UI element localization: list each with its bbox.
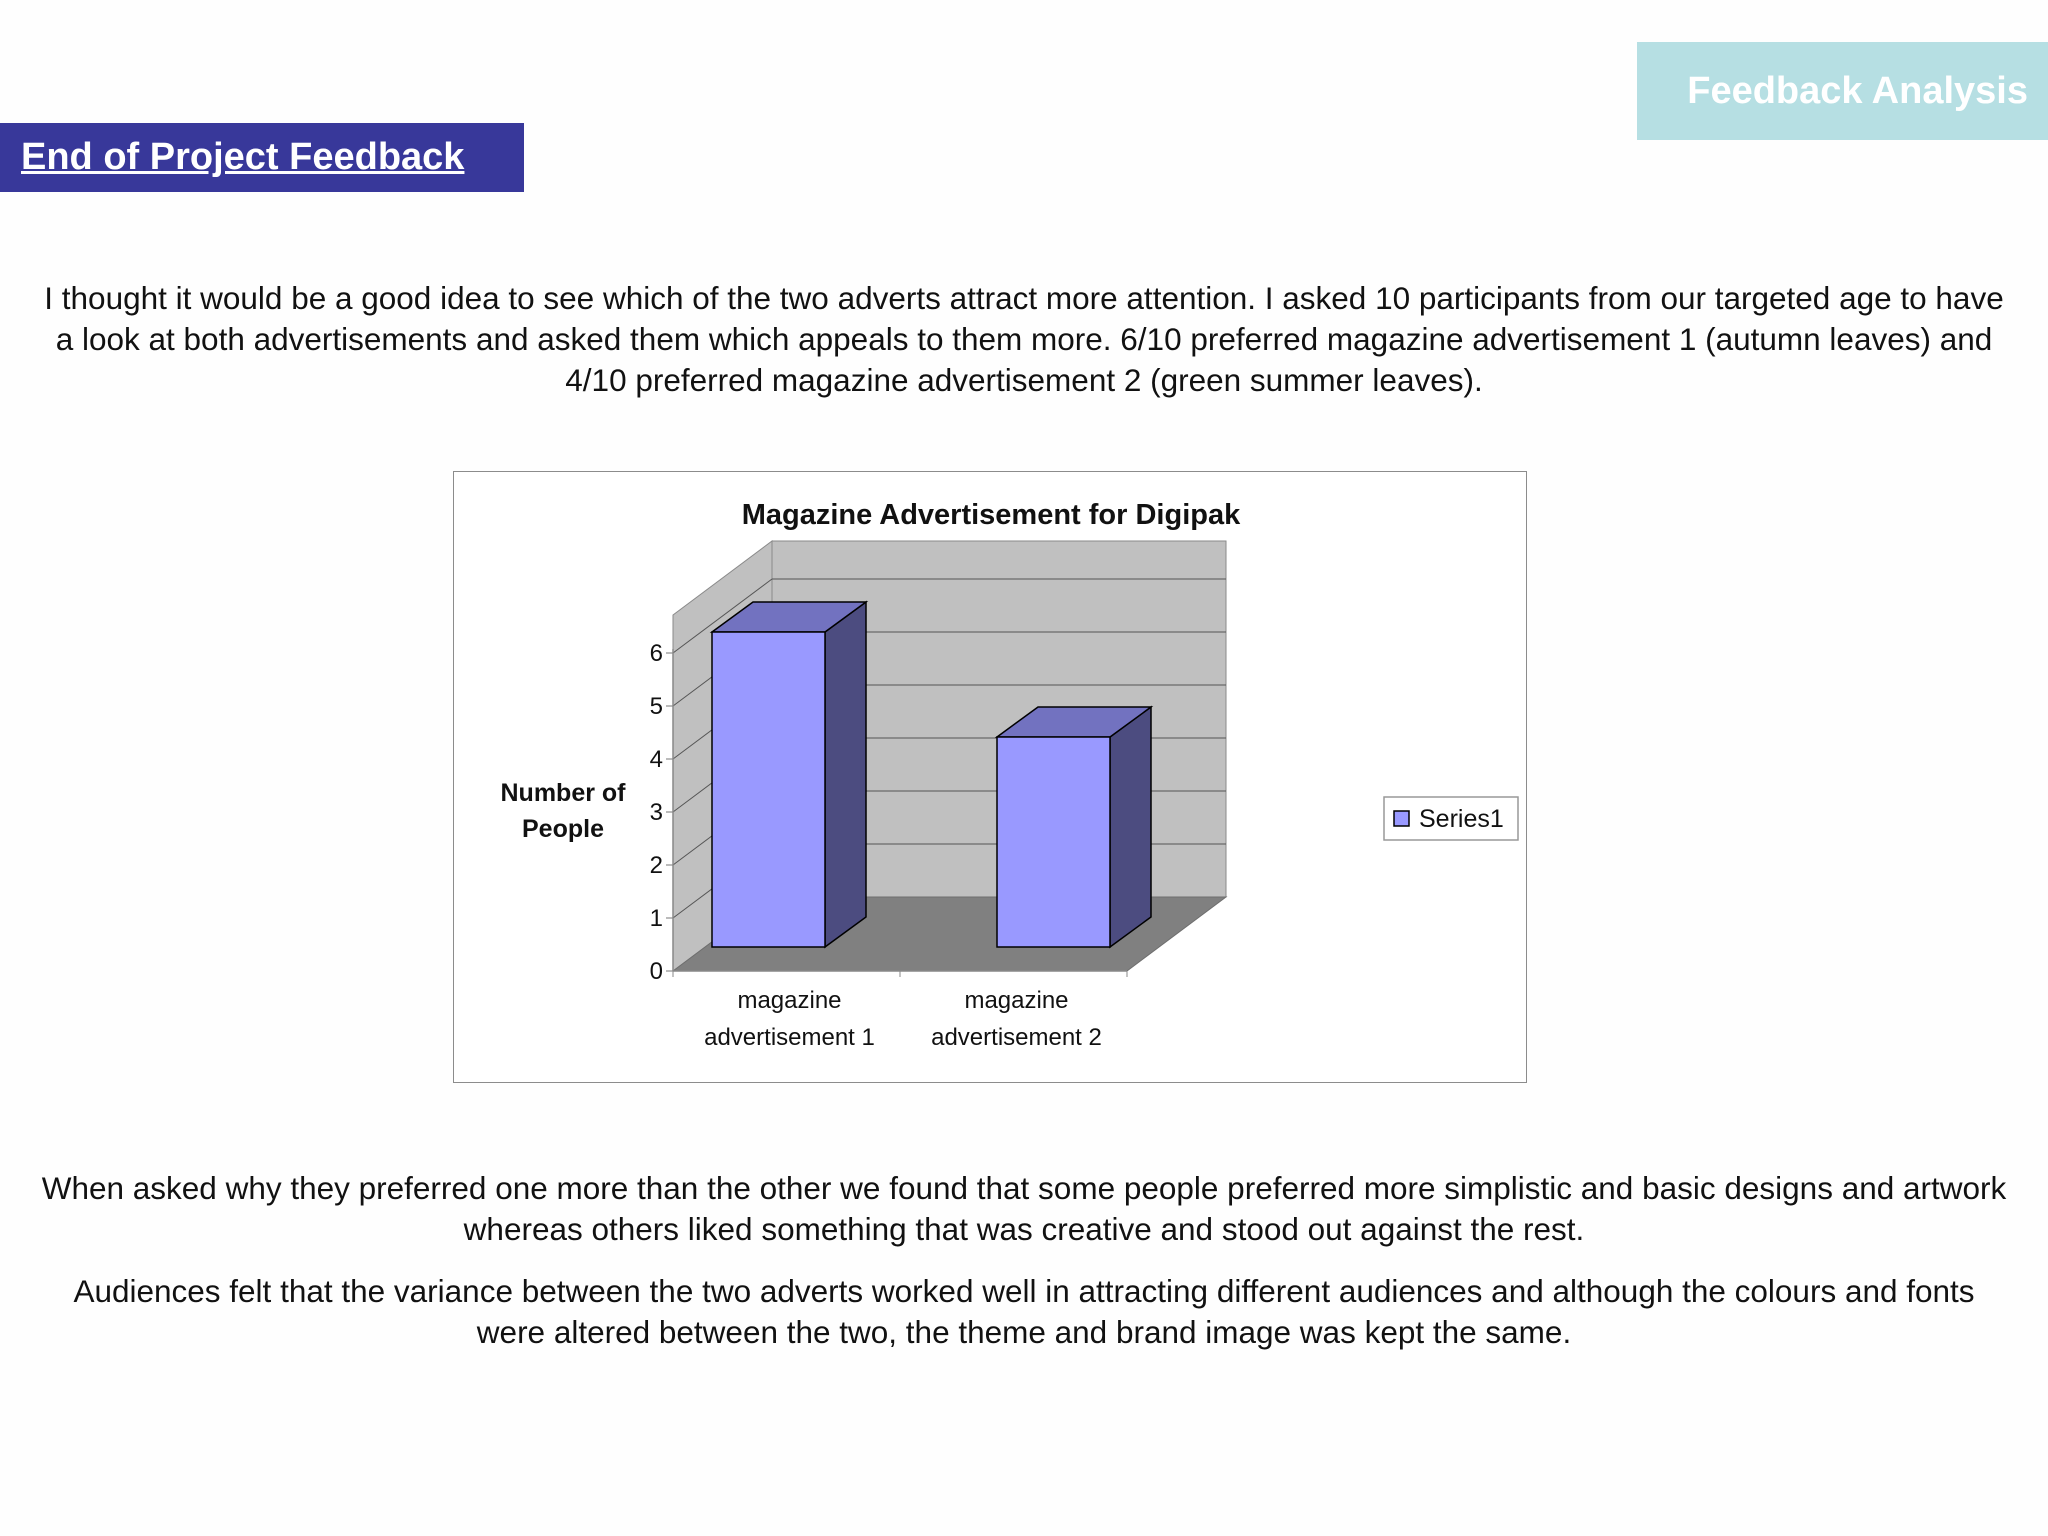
legend-swatch — [1393, 810, 1410, 827]
y-tick-label: 2 — [650, 852, 663, 879]
reasons-paragraph: When asked why they preferred one more t… — [41, 1170, 2007, 1247]
feedback-analysis-tab: Feedback Analysis — [1637, 42, 2048, 140]
x-category-label: magazine — [964, 987, 1068, 1014]
y-tick-label: 6 — [650, 640, 663, 667]
intro-paragraph: I thought it would be a good idea to see… — [44, 280, 2004, 398]
y-tick-label: 1 — [650, 905, 663, 932]
chart-frame: 0 1 2 3 4 5 6 magazine advertisement 1 magazine ad… — [453, 471, 1527, 1083]
gridline-side — [672, 578, 773, 654]
bar-chart: 0 1 2 3 4 5 6 magazine advertisement 1 magazine ad… — [501, 499, 1519, 1051]
y-tick-label: 0 — [650, 958, 663, 985]
x-category-label: magazine — [737, 987, 841, 1014]
x-category-label: advertisement 2 — [931, 1024, 1102, 1051]
y-axis-label: Number of People — [501, 779, 627, 843]
x-category-label: advertisement 1 — [704, 1024, 875, 1051]
y-tick-label: 5 — [650, 693, 663, 720]
chart-title: Magazine Advertisement for Digipak — [742, 499, 1241, 531]
conclusion-paragraph: Audiences felt that the variance between… — [73, 1273, 1975, 1350]
y-tick-label: 4 — [650, 746, 663, 773]
bar — [996, 736, 1111, 948]
page-title: End of Project Feedback — [0, 123, 524, 192]
bar-side — [1109, 705, 1152, 949]
bar — [711, 631, 826, 948]
y-tick-label: 3 — [650, 799, 663, 826]
bar-side — [824, 600, 867, 949]
legend-label: Series1 — [1419, 805, 1504, 833]
